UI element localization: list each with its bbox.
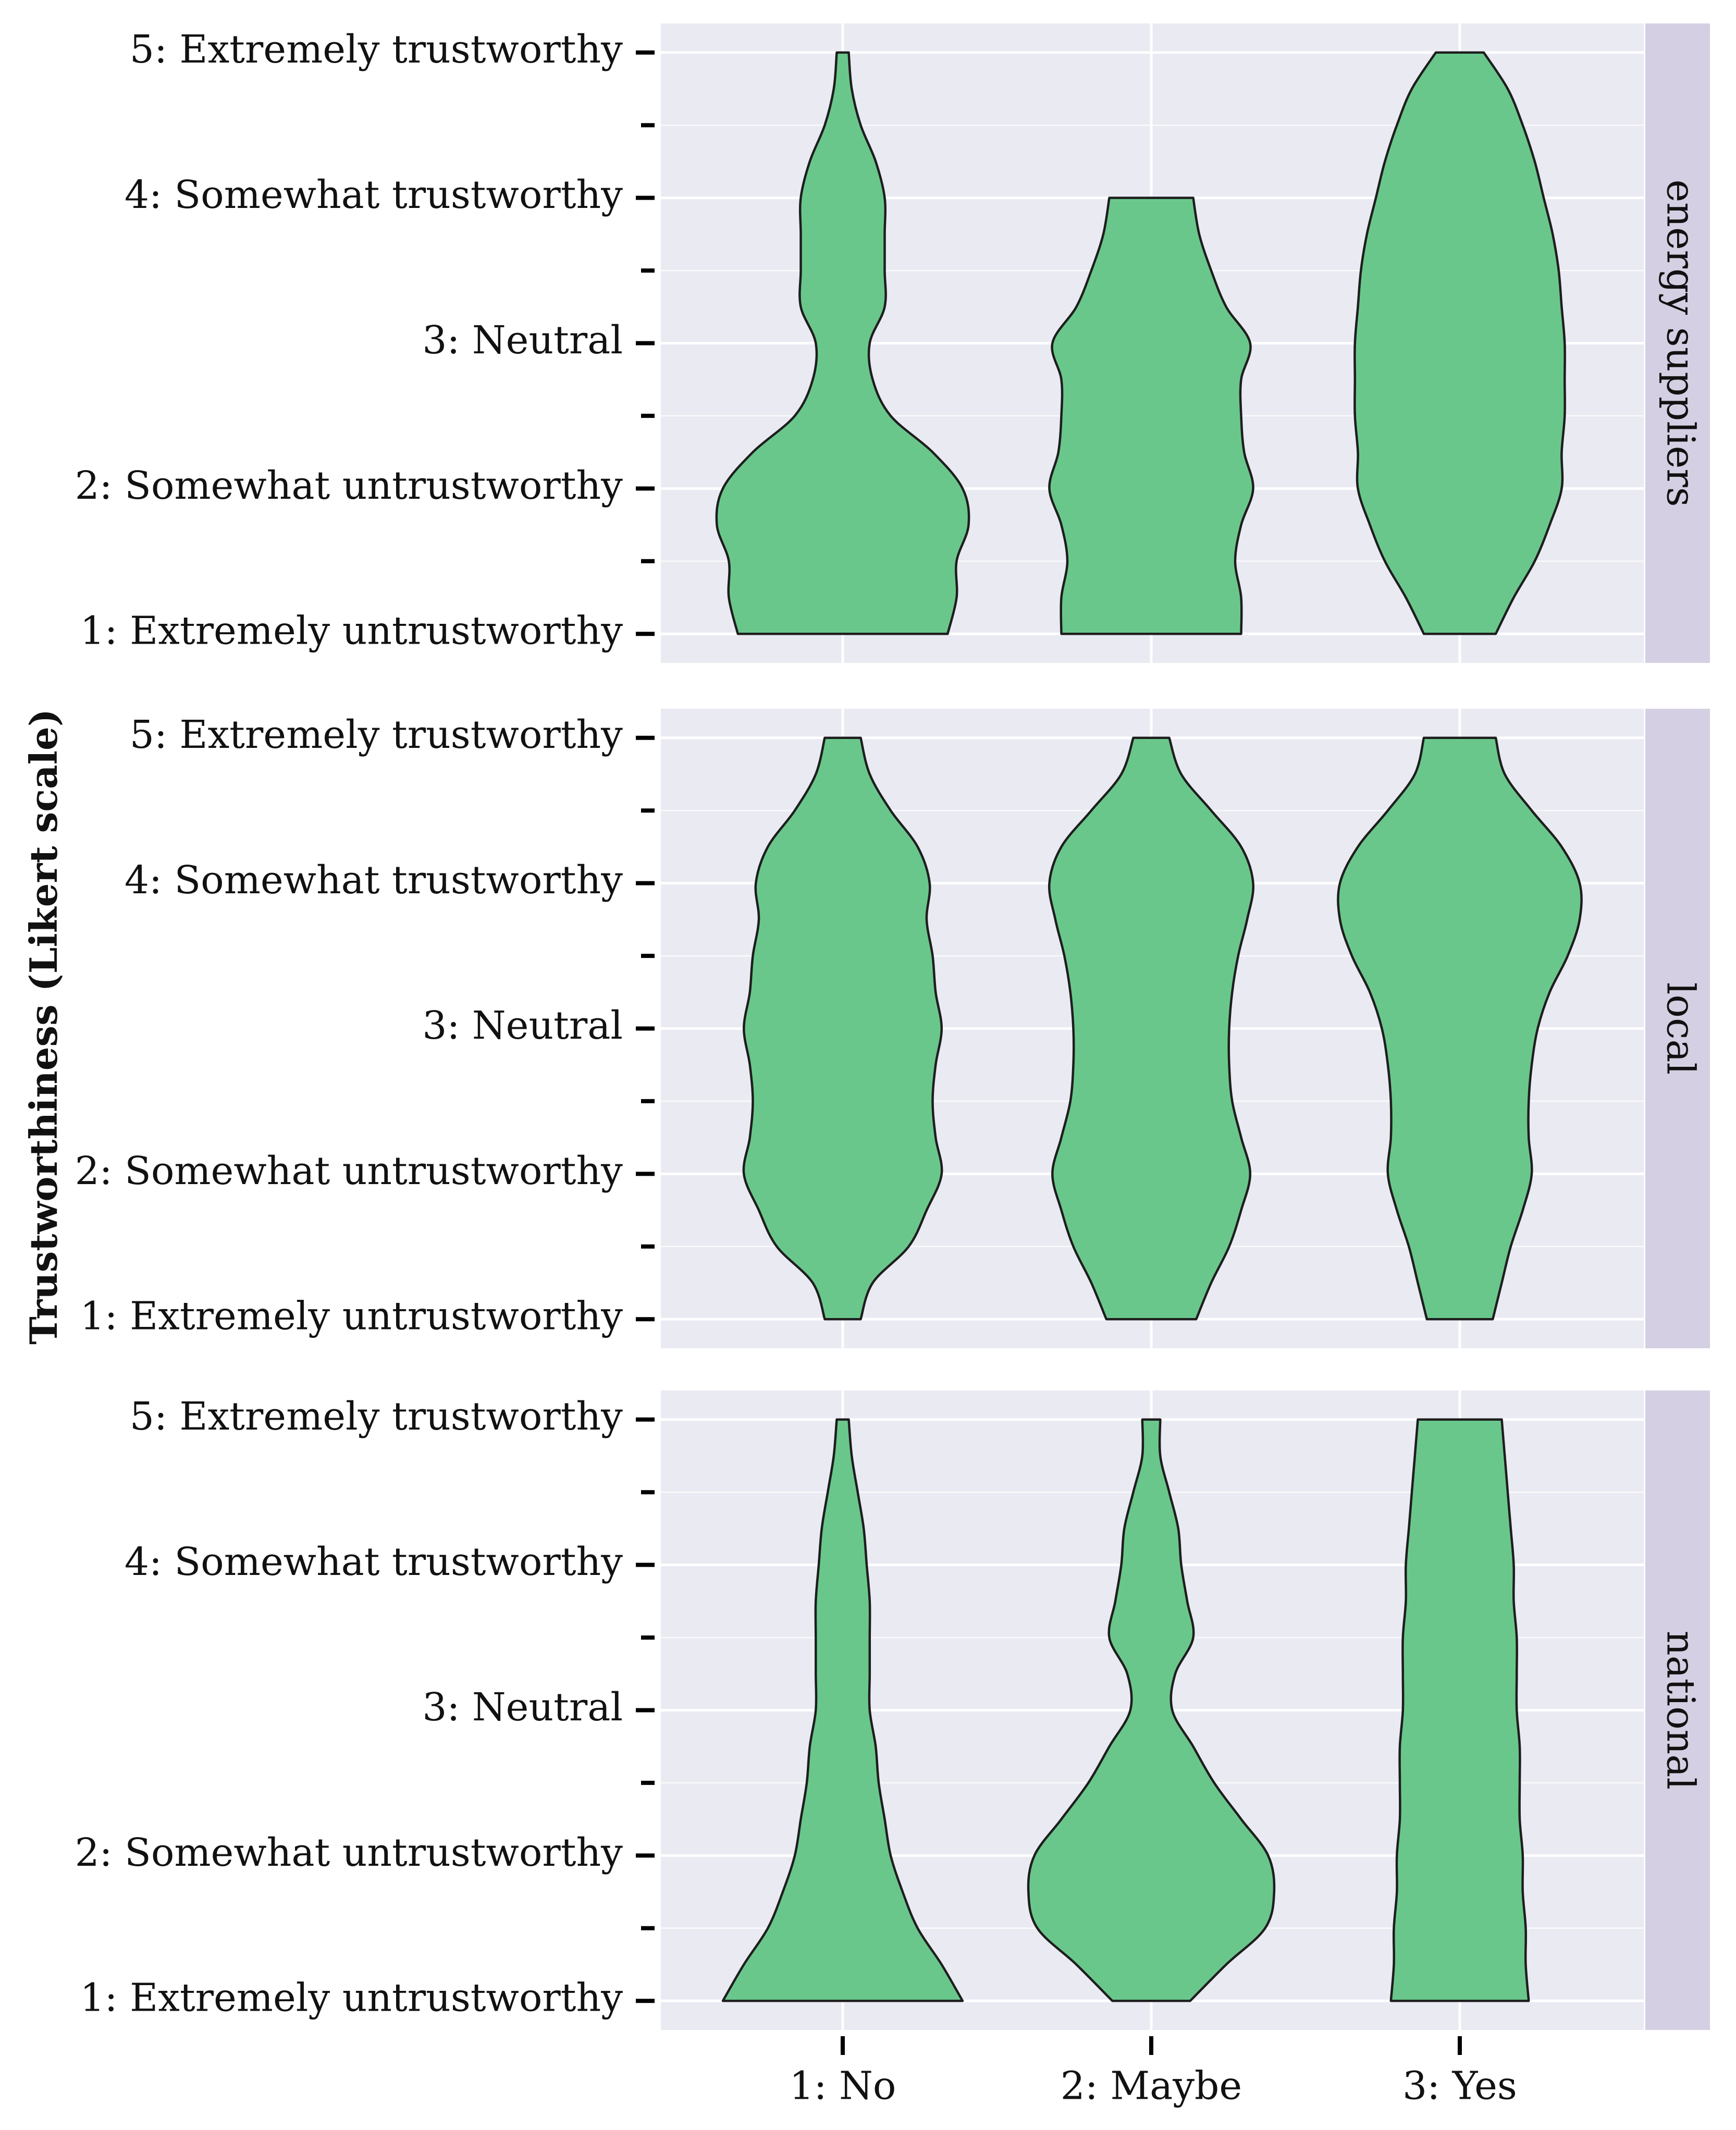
y-tick-label: 5: Extremely trustworthy [130,27,623,72]
y-tick-label: 5: Extremely trustworthy [130,712,623,757]
facet-strip [1645,709,1710,1348]
facet-strip-label: national [1658,1631,1703,1790]
violin-energy-suppliers-2 [1353,51,1566,635]
x-tick-label: 2: Maybe [1061,2063,1242,2108]
y-tick-label: 1: Extremely untrustworthy [80,1976,623,2021]
facet-panel-0: 1: Extremely untrustworthy 2: Somewhat un… [75,23,1710,663]
facet-panels: 1: Extremely untrustworthy 2: Somewhat un… [75,23,1710,2030]
x-tick-label: 1: No [790,2063,896,2108]
y-tick-label: 3: Neutral [422,1003,623,1048]
violin-national-1 [1027,1418,1276,2002]
x-tick-label: 3: Yes [1402,2063,1517,2108]
y-tick-label: 1: Extremely untrustworthy [80,1294,623,1339]
y-tick-label: 5: Extremely trustworthy [130,1394,623,1439]
y-tick-label: 4: Somewhat trustworthy [125,173,623,217]
facet-strip-label: energy suppliers [1658,179,1703,507]
y-tick-label: 4: Somewhat trustworthy [125,1540,623,1584]
violin-energy-suppliers-0 [715,51,970,635]
y-tick-label: 3: Neutral [422,318,623,363]
violin-energy-suppliers-1 [1048,196,1254,635]
y-tick-label: 3: Neutral [422,1685,623,1730]
violin-local-0 [742,736,943,1321]
facet-strip [1645,23,1710,663]
x-axis: 1: No 2: Maybe 3: Yes [790,2036,1517,2108]
y-tick-label: 1: Extremely untrustworthy [80,609,623,654]
facet-strip-label: local [1658,982,1703,1075]
violin-national-2 [1389,1418,1530,2002]
facet-panel-1: 1: Extremely untrustworthy 2: Somewhat un… [75,709,1710,1348]
violin-local-1 [1048,736,1255,1321]
y-axis-title: Trustworthiness (Likert scale) [21,709,66,1345]
y-tick-label: 4: Somewhat trustworthy [125,858,623,903]
violin-national-0 [721,1418,964,2002]
violin-local-2 [1337,736,1583,1321]
facet-strip [1645,1390,1710,2030]
y-tick-label: 2: Somewhat untrustworthy [75,463,623,508]
facet-panel-2: 1: Extremely untrustworthy 2: Somewhat un… [75,1390,1710,2030]
y-tick-label: 2: Somewhat untrustworthy [75,1830,623,1875]
y-tick-label: 2: Somewhat untrustworthy [75,1149,623,1193]
